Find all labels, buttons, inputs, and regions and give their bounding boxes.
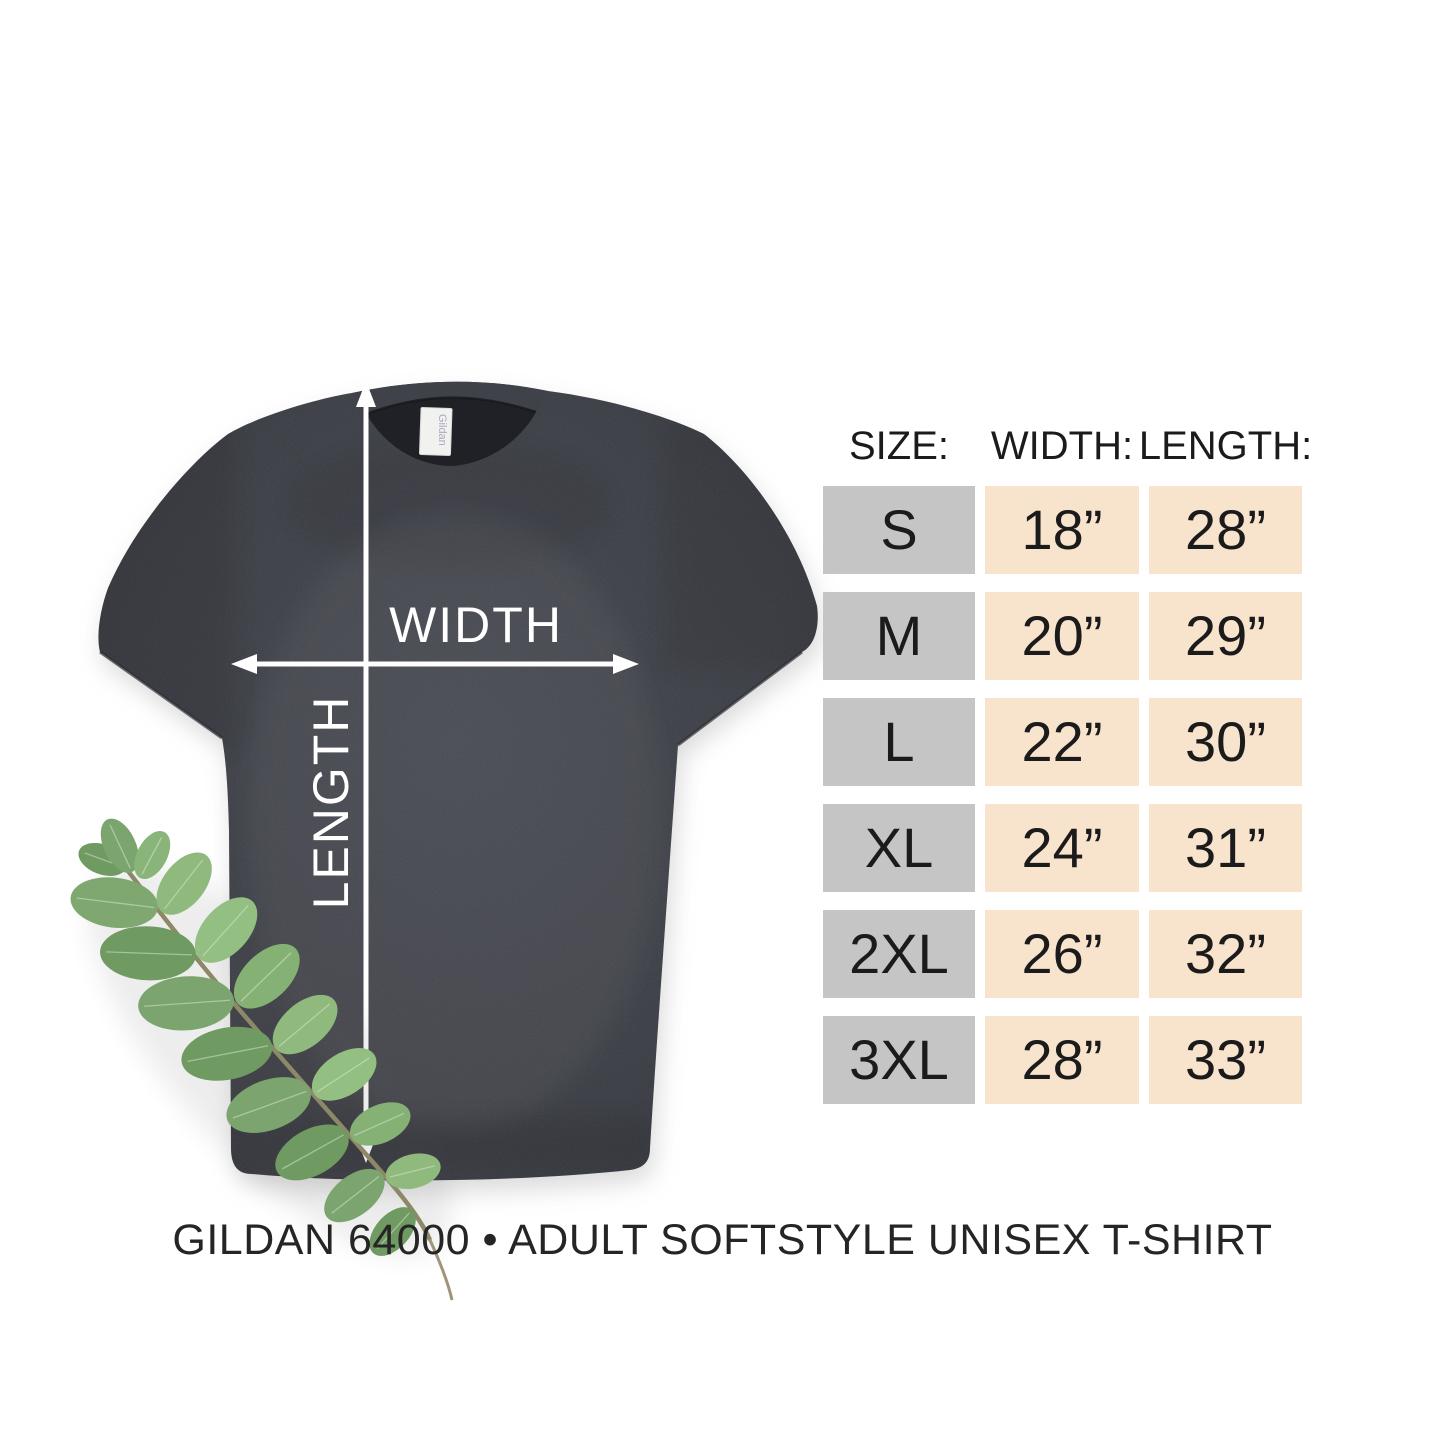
length-arrow-label: LENGTH — [303, 694, 359, 910]
length-cell-xl: 31” — [1149, 804, 1302, 892]
length-cell-2xl: 32” — [1149, 910, 1302, 998]
leaf-branch-image — [70, 818, 454, 1301]
neck-tag: Gildan — [418, 406, 453, 456]
length-arrow-label-box: LENGTH — [301, 602, 361, 1002]
width-arrow-label: WIDTH — [389, 597, 563, 653]
size-cell-2xl: 2XL — [823, 910, 975, 998]
leaf — [369, 1207, 416, 1256]
leaf — [134, 831, 171, 880]
width-cell-s: 18” — [985, 486, 1139, 574]
width-arrow — [231, 654, 639, 674]
left-sleeve-seam — [99, 650, 223, 740]
leaf — [100, 926, 197, 981]
length-cell-s: 28” — [1149, 486, 1302, 574]
leaf — [181, 1026, 273, 1081]
leaf — [272, 994, 338, 1055]
length-cell-3xl: 33” — [1149, 1016, 1302, 1104]
leaf — [156, 852, 212, 915]
size-cell-m: M — [823, 592, 975, 680]
length-cell-l: 30” — [1149, 698, 1302, 786]
leaf — [194, 897, 258, 963]
leaf — [226, 1077, 311, 1133]
neck-tag-text: Gildan — [436, 414, 448, 446]
header-length: LENGTH: — [1138, 424, 1313, 468]
width-cell-xl: 24” — [985, 804, 1139, 892]
leaf — [275, 1124, 349, 1181]
leaf — [233, 943, 300, 1009]
size-cell-l: L — [823, 698, 975, 786]
width-cell-l: 22” — [985, 698, 1139, 786]
leaf — [100, 818, 139, 873]
length-cell-m: 29” — [1149, 592, 1302, 680]
size-cell-3xl: 3XL — [823, 1016, 975, 1104]
leaf — [385, 1153, 441, 1190]
header-width: WIDTH: — [990, 424, 1134, 468]
size-chart-table: SIZE: WIDTH: LENGTH: S 18” 28” M 20” 29”… — [823, 424, 1312, 1104]
leaf — [311, 1048, 377, 1101]
leaf — [349, 1102, 411, 1146]
header-size: SIZE: — [848, 424, 950, 468]
width-cell-m: 20” — [985, 592, 1139, 680]
right-sleeve-seam — [677, 650, 803, 747]
width-cell-3xl: 28” — [985, 1016, 1139, 1104]
size-cell-xl: XL — [823, 804, 975, 892]
leaf — [138, 976, 235, 1031]
width-cell-2xl: 26” — [985, 910, 1139, 998]
leaf — [324, 1168, 385, 1223]
size-cell-s: S — [823, 486, 975, 574]
product-caption: GILDAN 64000 • ADULT SOFTSTYLE UNISEX T-… — [172, 1216, 1273, 1264]
leaf — [70, 877, 159, 929]
